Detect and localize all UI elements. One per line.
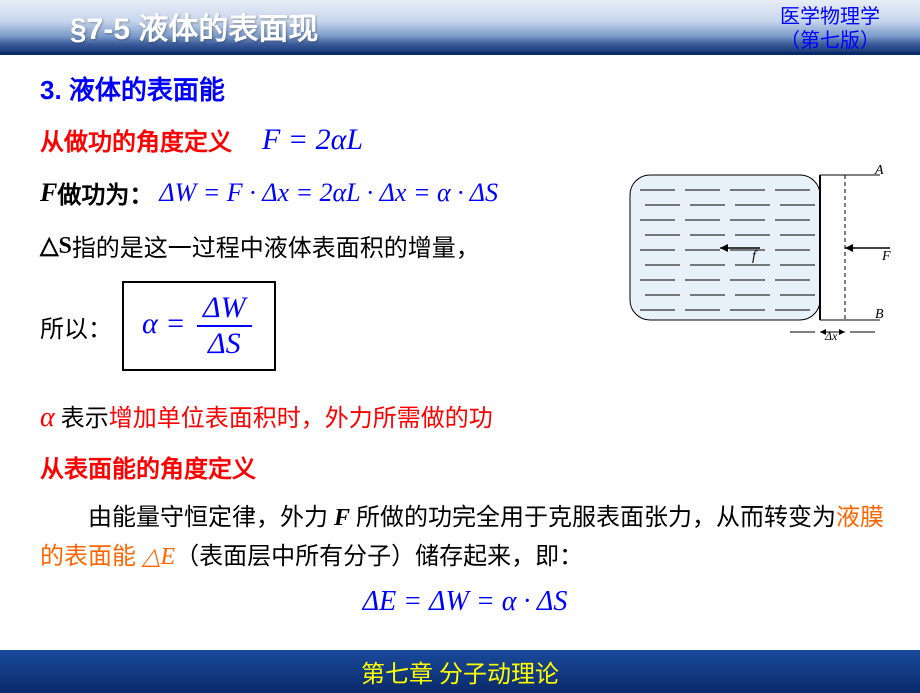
formula-fraction: ΔW ΔS (197, 291, 252, 361)
symbol-F: F (40, 178, 57, 208)
section-title: §7-5 液体的表面现 (70, 4, 318, 48)
formula-denominator: ΔS (202, 327, 247, 361)
formula-numerator: ΔW (197, 291, 252, 327)
line-alpha-meaning: α 表示增加单位表面积时，外力所需做的功 (40, 396, 890, 441)
symbol-alpha: α (40, 402, 55, 433)
label-so: 所以： (40, 309, 112, 344)
diagram-label-A: A (874, 163, 884, 178)
para-F: F (334, 505, 350, 531)
para-text2: 所做的功完全用于克服表面张力，从而转变为 (350, 505, 836, 531)
text-alpha-meaning: 增加单位表面积时，外力所需做的功 (109, 406, 493, 432)
slide-header: §7-5 液体的表面现 医学物理学 （第七版） (0, 0, 920, 55)
label-surface-energy-def: 从表面能的角度定义 (40, 451, 890, 489)
para-deltaE: △E (142, 544, 175, 570)
formula-final: ΔE = ΔW = α · ΔS (40, 586, 890, 618)
diagram-label-dx: Δx (824, 329, 838, 340)
slide-content: 3. 液体的表面能 从做功的角度定义 F = 2αL F 做功为： ΔW = F… (0, 55, 920, 618)
book-title: 医学物理学 （第七版） (780, 5, 880, 53)
line-deltaS: △S 指的是这一过程中液体表面积的增量， (40, 228, 600, 263)
book-title-line1: 医学物理学 (780, 5, 880, 29)
label-work-def: 从做功的角度定义 (40, 122, 232, 157)
text-deltaS: 指的是这一过程中液体表面积的增量， (72, 228, 480, 263)
boxed-formula-alpha: α = ΔW ΔS (122, 281, 276, 371)
chapter-title: 第七章 分子动理论 (0, 650, 920, 693)
para-text3: （表面层中所有分子）储存起来，即： (175, 544, 583, 570)
book-title-line2: （第七版） (780, 29, 880, 53)
paragraph-energy: 由能量守恒定律，外力 F 所做的功完全用于克服表面张力，从而转变为液膜的表面能 … (40, 499, 890, 576)
label-F-work: 做功为： (57, 175, 153, 210)
slide-footer: 第七章 分子动理论 (0, 652, 920, 690)
diagram-label-F: F (881, 249, 891, 264)
text-means: 表示 (61, 406, 109, 432)
diagram-label-B: B (875, 307, 884, 322)
formula-deltaW: ΔW = F · Δx = 2αL · Δx = α · ΔS (159, 178, 498, 208)
symbol-deltaS: △S (40, 231, 72, 260)
formula-alpha-lhs: α = (142, 307, 193, 340)
formula-F-2alphaL: F = 2αL (262, 123, 363, 157)
heading-3: 3. 液体的表面能 (40, 70, 890, 107)
line-work-definition: 从做功的角度定义 F = 2αL (40, 122, 890, 157)
film-diagram: A B F f Δx (620, 160, 900, 340)
para-text1: 由能量守恒定律，外力 (88, 505, 334, 531)
